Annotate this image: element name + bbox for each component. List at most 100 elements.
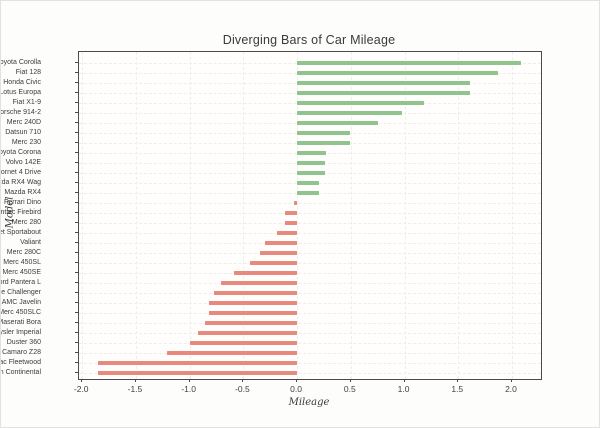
h-gridline (79, 323, 541, 324)
bar-negative (189, 341, 298, 345)
x-tick-mark (81, 379, 83, 382)
bar-positive (297, 191, 319, 195)
bar-negative (276, 231, 298, 235)
y-tick-label: Merc 450SE (2, 268, 41, 276)
h-gridline (79, 253, 541, 254)
bar-positive (297, 141, 350, 145)
y-tick-mark (75, 122, 78, 123)
h-gridline (79, 373, 541, 374)
y-axis-label: Model (4, 196, 16, 229)
x-tick-mark (510, 379, 512, 382)
bar-negative (285, 221, 298, 225)
bar-negative (214, 291, 298, 295)
bar-positive (297, 91, 471, 95)
bar-negative (209, 301, 298, 305)
y-tick-label: Merc 230 (11, 138, 41, 146)
h-gridline (79, 273, 541, 274)
y-tick-label: Maserati Bora (0, 318, 41, 326)
bar-negative (209, 311, 298, 315)
y-tick-mark (75, 62, 78, 63)
y-tick-label: Hornet Sportabout (1, 228, 41, 236)
x-tick-label: 1.5 (451, 384, 464, 394)
bar-positive (297, 161, 326, 165)
h-gridline (79, 303, 541, 304)
y-tick-mark (75, 282, 78, 283)
bar-negative (167, 351, 298, 355)
y-tick-mark (75, 152, 78, 153)
y-tick-mark (75, 192, 78, 193)
y-tick-label: Mazda RX4 Wag (1, 178, 41, 186)
y-tick-mark (75, 212, 78, 213)
y-tick-label: Mazda RX4 (4, 188, 41, 196)
bar-negative (264, 241, 298, 245)
v-gridline (135, 52, 137, 379)
h-gridline (79, 313, 541, 314)
x-tick-label: 0.0 (290, 384, 302, 394)
y-tick-label: Volvo 142E (5, 158, 41, 166)
y-tick-label: Hornet 4 Drive (0, 168, 41, 176)
x-tick-mark (296, 379, 298, 382)
y-tick-mark (75, 342, 78, 343)
y-tick-mark (75, 92, 78, 93)
x-tick-label: -1.5 (127, 384, 143, 394)
v-gridline (350, 52, 352, 379)
v-gridline (189, 52, 191, 379)
x-tick-mark (188, 379, 190, 382)
v-gridline (82, 52, 84, 379)
x-tick-mark (457, 379, 459, 382)
bar-negative (249, 261, 298, 265)
v-gridline (458, 52, 460, 379)
y-tick-mark (75, 372, 78, 373)
y-tick-mark (75, 182, 78, 183)
bar-negative (198, 331, 298, 335)
y-tick-mark (75, 162, 78, 163)
bar-positive (297, 171, 326, 175)
bar-positive (297, 81, 471, 85)
y-tick-label: Chrysler Imperial (1, 328, 41, 336)
y-tick-mark (75, 142, 78, 143)
chart-title: Diverging Bars of Car Mileage (222, 33, 396, 47)
x-tick-mark (134, 379, 136, 382)
y-tick-mark (75, 352, 78, 353)
bar-negative (220, 281, 298, 285)
bar-negative (293, 201, 298, 205)
bar-negative (98, 371, 298, 375)
y-tick-label: Datsun 710 (5, 128, 41, 136)
bar-positive (297, 71, 498, 75)
bar-positive (297, 61, 521, 65)
y-tick-label: Dodge Challenger (1, 288, 41, 296)
h-gridline (79, 203, 541, 204)
x-tick-label: 1.0 (397, 384, 410, 394)
y-tick-label: Cadillac Fleetwood (0, 358, 41, 366)
h-gridline (79, 233, 541, 234)
x-tick-label: -1.0 (181, 384, 196, 394)
y-tick-label: Ferrari Dino (4, 198, 41, 206)
bar-negative (204, 321, 298, 325)
h-gridline (79, 353, 541, 354)
y-tick-mark (75, 202, 78, 203)
y-tick-mark (75, 262, 78, 263)
bar-positive (297, 151, 327, 155)
x-tick-mark (242, 379, 244, 382)
x-tick-label: 0.5 (343, 384, 356, 394)
bar-negative (285, 211, 298, 215)
h-gridline (79, 283, 541, 284)
y-tick-mark (75, 112, 78, 113)
y-tick-label: Merc 280C (6, 248, 41, 256)
v-gridline (404, 52, 406, 379)
y-tick-mark (75, 322, 78, 323)
v-gridline (511, 52, 513, 379)
y-tick-mark (75, 102, 78, 103)
h-gridline (79, 223, 541, 224)
y-tick-label: Merc 450SLC (0, 308, 41, 316)
y-tick-label: Merc 450SL (3, 258, 41, 266)
y-tick-mark (75, 232, 78, 233)
bar-negative (98, 361, 298, 365)
y-tick-label: Honda Civic (3, 78, 41, 86)
bar-negative (259, 251, 298, 255)
y-tick-mark (75, 82, 78, 83)
y-tick-label: Ford Pantera L (1, 278, 41, 286)
y-tick-mark (75, 362, 78, 363)
y-tick-mark (75, 132, 78, 133)
h-gridline (79, 333, 541, 334)
